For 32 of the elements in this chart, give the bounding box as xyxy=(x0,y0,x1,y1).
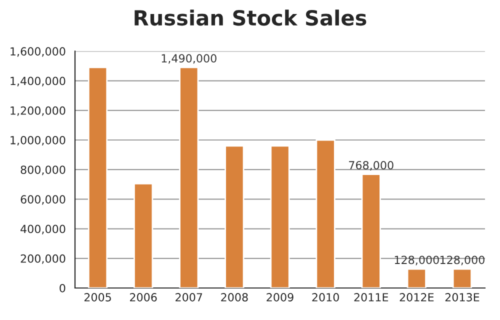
y-tick-label: 600,000 xyxy=(20,195,66,205)
bar xyxy=(452,268,472,288)
bar xyxy=(270,145,290,288)
y-tick-label: 400,000 xyxy=(20,224,66,234)
bar xyxy=(316,139,336,288)
data-label: 768,000 xyxy=(349,161,394,171)
chart-title: Russian Stock Sales xyxy=(134,10,366,26)
x-tick-label: 2010 xyxy=(312,293,339,302)
x-tick-label: 2007 xyxy=(176,293,202,302)
bar xyxy=(406,268,426,288)
x-tick-label: 2013E xyxy=(445,293,480,302)
bar xyxy=(134,182,154,288)
y-tick-label: 800,000 xyxy=(20,166,66,176)
y-tick-label: 0 xyxy=(60,284,66,292)
x-tick-label: 2005 xyxy=(84,293,111,302)
bar xyxy=(179,66,199,288)
bar xyxy=(88,66,108,288)
y-tick-label: 200,000 xyxy=(20,254,66,264)
data-label: 128,000 xyxy=(440,256,484,266)
x-tick-label: 2009 xyxy=(266,293,294,302)
x-tick-label: 2006 xyxy=(130,293,157,302)
x-tick-label: 2011E xyxy=(354,293,388,302)
y-tick-label: 1,600,000 xyxy=(10,47,66,57)
bar xyxy=(361,174,381,288)
y-tick-label: 1,200,000 xyxy=(10,106,66,116)
x-tick-label: 2012E xyxy=(400,293,434,302)
y-tick-label: 1,000,000 xyxy=(10,136,66,146)
bar xyxy=(224,145,244,288)
y-tick-label: 1,400,000 xyxy=(10,76,66,86)
x-tick-label: 2008 xyxy=(221,293,248,302)
data-label: 1,490,000 xyxy=(162,54,216,64)
data-label: 128,000 xyxy=(394,256,439,266)
